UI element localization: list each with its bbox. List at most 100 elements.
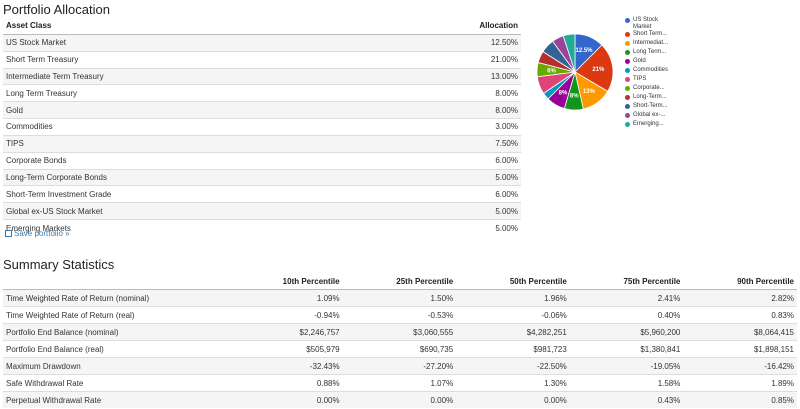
legend-item[interactable]: Long-Term... [625, 94, 668, 103]
summary-statistics-table: 10th Percentile 25th Percentile 50th Perce… [3, 273, 797, 408]
legend-swatch [625, 32, 630, 37]
allocation-cell: 6.00% [372, 151, 521, 170]
stats-header-cell[interactable]: 50th Percentile [456, 273, 570, 290]
legend-label: Corporate... [633, 85, 665, 91]
legend-swatch [625, 122, 630, 127]
allocation-row: Corporate Bonds 6.00% [3, 151, 521, 170]
allocation-cell: 5.00% [372, 202, 521, 220]
asset-class-cell: US Stock Market [3, 33, 373, 52]
pie-slice[interactable] [562, 33, 576, 73]
legend-label: Short Term... [633, 31, 668, 37]
stats-header-cell[interactable]: 10th Percentile [229, 273, 343, 290]
stats-value-cell: 1.50% [342, 289, 457, 307]
legend-item[interactable]: Emerging... [625, 121, 668, 130]
allocation-row: US Stock Market 12.50% [3, 33, 521, 52]
stats-value-cell: 1.58% [569, 374, 684, 392]
stats-value-cell: $690,735 [342, 340, 457, 358]
legend-item[interactable]: TIPS [625, 76, 668, 85]
stats-row: Portfolio End Balance (nominal) $2,246,75… [3, 323, 797, 341]
pie-slice-label: 6% [547, 69, 556, 75]
asset-class-cell: Short Term Treasury [3, 50, 373, 69]
asset-class-header[interactable]: Asset Class [3, 18, 373, 35]
allocation-pie-chart: 12.5% 21% 13% 8%8% 6% [536, 33, 614, 111]
stats-row: Time Weighted Rate of Return (nominal) 1.… [3, 289, 797, 307]
stats-metric-label: Time Weighted Rate of Return (real) [3, 306, 229, 324]
stats-value-cell: 1.96% [456, 289, 570, 307]
stats-row: Safe Withdrawal Rate 0.88% 1.07% 1.30% 1.58%… [3, 374, 797, 392]
legend-swatch [625, 113, 630, 118]
save-portfolio-link[interactable]: Save portfolio » [5, 229, 70, 238]
stats-metric-label: Portfolio End Balance (nominal) [3, 323, 229, 341]
legend-label: TIPS [633, 76, 647, 82]
stats-header-cell[interactable]: 75th Percentile [569, 273, 684, 290]
pie-slice-label: 8% [570, 94, 579, 100]
allocation-row: Long Term Treasury 8.00% [3, 84, 521, 102]
stats-value-cell: $8,064,415 [683, 323, 797, 341]
asset-class-cell: Gold [3, 101, 373, 119]
pie-slice-label: 12.5% [576, 48, 594, 54]
legend-swatch [625, 104, 630, 109]
legend-item[interactable]: Gold [625, 58, 668, 67]
legend-item[interactable]: Commodities [625, 67, 668, 76]
stats-metric-label: Time Weighted Rate of Return (nominal) [3, 289, 229, 307]
stats-value-cell: -16.42% [683, 357, 797, 375]
legend-label: Commodities [633, 67, 669, 73]
allocation-row: Short-Term Investment Grade 6.00% [3, 185, 521, 203]
allocation-row: Intermediate Term Treasury 13.00% [3, 67, 521, 85]
stats-metric-label: Perpetual Withdrawal Rate [3, 391, 229, 408]
allocation-title: Portfolio Allocation [3, 2, 110, 17]
allocation-cell: 8.00% [372, 101, 521, 119]
legend-label: Gold [633, 58, 646, 64]
stats-header-cell[interactable]: 25th Percentile [342, 273, 457, 290]
stats-value-cell: -27.20% [342, 357, 457, 375]
stats-value-cell: 0.83% [683, 306, 797, 324]
allocation-cell: 5.00% [372, 168, 521, 186]
allocation-row: Emerging Markets 5.00% [3, 219, 521, 236]
stats-value-cell: 0.88% [229, 374, 343, 392]
asset-class-cell: Long-Term Corporate Bonds [3, 168, 373, 186]
legend-item[interactable]: Global ex-... [625, 112, 668, 121]
stats-metric-label: Maximum Drawdown [3, 357, 229, 375]
stats-metric-label: Safe Withdrawal Rate [3, 374, 229, 392]
allocation-cell: 3.00% [372, 118, 521, 136]
stats-header-row: 10th Percentile 25th Percentile 50th Perce… [3, 273, 797, 290]
stats-value-cell: 0.00% [456, 391, 570, 408]
stats-value-cell: 1.09% [229, 289, 343, 307]
allocation-cell: 5.00% [372, 219, 521, 236]
allocation-row: Short Term Treasury 21.00% [3, 50, 521, 69]
legend-label: Intermediat... [633, 40, 669, 46]
allocation-header[interactable]: Allocation [372, 18, 521, 35]
legend-item[interactable]: Intermediat... [625, 40, 668, 49]
allocation-row: Global ex-US Stock Market 5.00% [3, 202, 521, 220]
stats-value-cell: $981,723 [456, 340, 570, 358]
stats-value-cell: 0.85% [683, 391, 797, 408]
allocation-row: Gold 8.00% [3, 101, 521, 119]
stats-header-cell [3, 273, 229, 290]
stats-value-cell: -0.06% [456, 306, 570, 324]
allocation-cell: 7.50% [372, 134, 521, 153]
stats-header-cell[interactable]: 90th Percentile [683, 273, 797, 290]
stats-value-cell: -32.43% [229, 357, 343, 375]
stats-value-cell: -0.53% [342, 306, 457, 324]
pie-slice[interactable] [574, 44, 614, 92]
legend-swatch [625, 95, 630, 100]
asset-class-cell: Commodities [3, 118, 373, 136]
legend-item[interactable]: Corporate... [625, 85, 668, 94]
stats-value-cell: -22.50% [456, 357, 570, 375]
stats-value-cell: 0.43% [569, 391, 684, 408]
asset-class-cell: Emerging Markets [3, 219, 373, 236]
legend-label: Long-Term... [633, 94, 667, 100]
stats-value-cell: 0.00% [229, 391, 343, 408]
legend-item[interactable]: US Stock Market [625, 17, 668, 31]
legend-item[interactable]: Long Term... [625, 49, 668, 58]
legend-swatch [625, 41, 630, 46]
allocation-row: Long-Term Corporate Bonds 5.00% [3, 168, 521, 186]
legend-item[interactable]: Short Term... [625, 31, 668, 40]
legend-label: Long Term... [633, 49, 667, 55]
allocation-cell: 13.00% [372, 67, 521, 85]
stats-value-cell: -0.94% [229, 306, 343, 324]
legend-item[interactable]: Short-Term... [625, 103, 668, 112]
legend-label: Emerging... [633, 121, 664, 127]
legend-swatch [625, 59, 630, 64]
asset-class-cell: Global ex-US Stock Market [3, 202, 373, 220]
